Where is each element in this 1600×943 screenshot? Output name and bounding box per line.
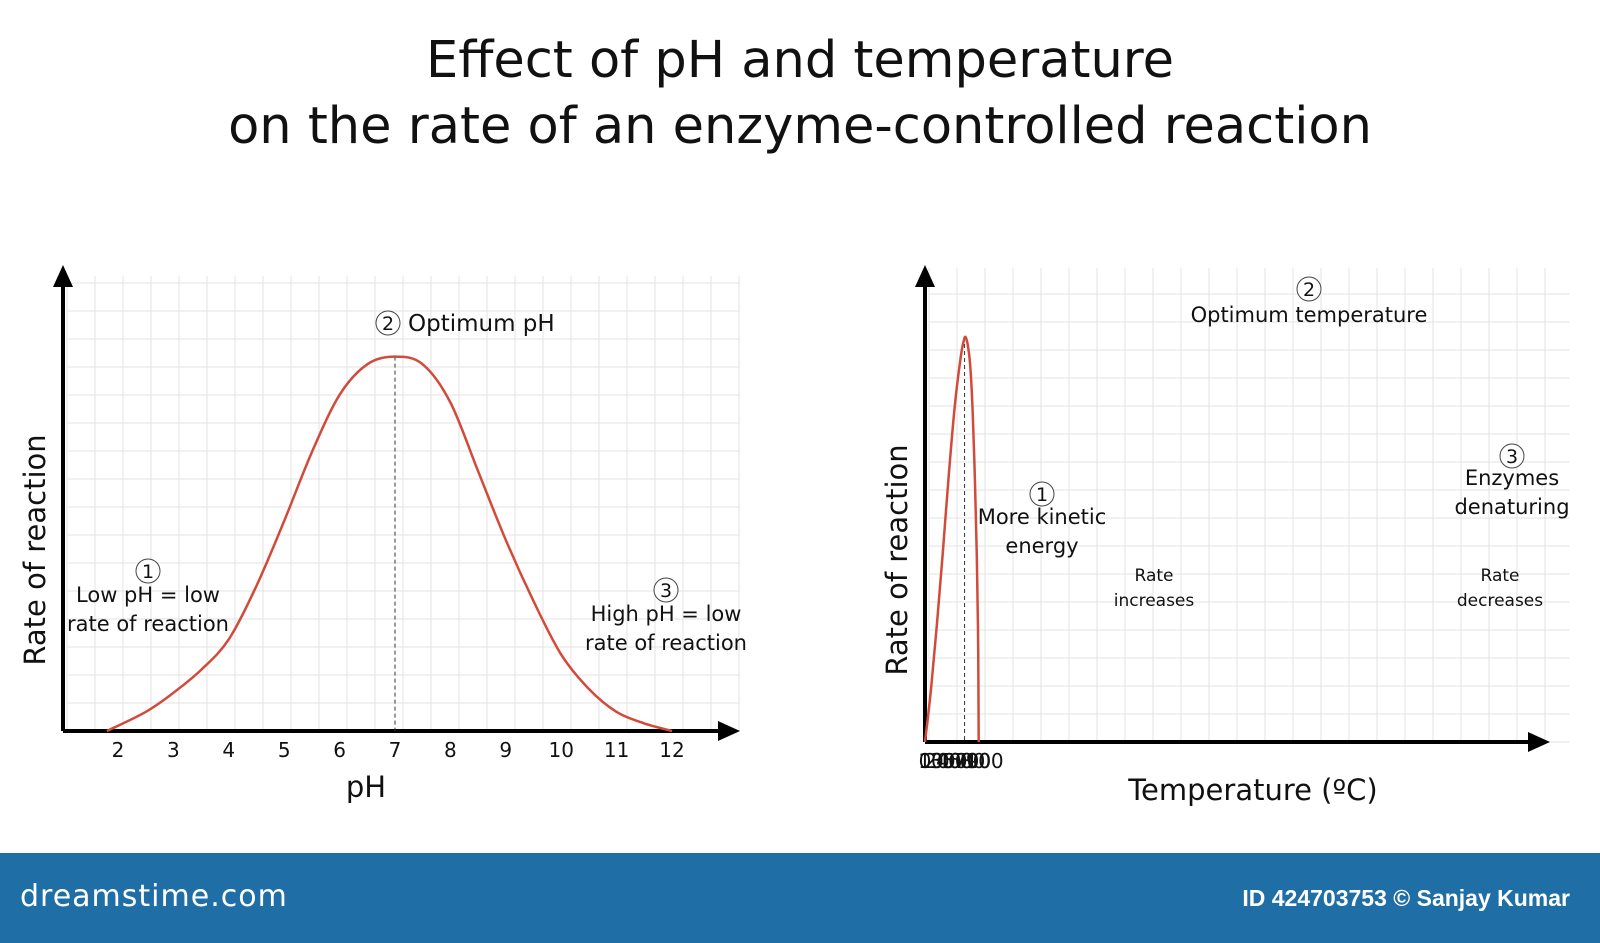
ph-tick-label: 7: [389, 738, 402, 762]
ph-tick-label: 10: [548, 738, 573, 762]
temp-annotation-number: 1: [1036, 484, 1048, 506]
temp-annotation-label: Optimum temperature: [1191, 303, 1428, 327]
ph-tick-label: 5: [278, 738, 291, 762]
temp-tick-label: 70: [954, 749, 979, 773]
footer-credit: ID 424703753 © Sanjay Kumar: [1242, 885, 1570, 911]
ph-annotation-label: Low pH = low: [76, 583, 220, 607]
temp-tick-label: 90: [966, 749, 991, 773]
footer-bar: dreamstime.com ID 424703753 © Sanjay Kum…: [0, 853, 1600, 943]
temp-annotation-sublabel: decreases: [1457, 591, 1543, 611]
temp-annotation-sublabel: Rate: [1481, 566, 1520, 586]
temp-annotation-label: More kinetic: [978, 505, 1107, 529]
ph-tick-label: 12: [659, 738, 684, 762]
title-line-2: on the rate of an enzyme-controlled reac…: [228, 97, 1372, 156]
temp-annotation-number: 2: [1303, 279, 1315, 301]
temp-annotation-label: denaturing: [1454, 495, 1569, 519]
temp-tick-label: 10: [918, 749, 943, 773]
temp-tick-label: 80: [960, 749, 985, 773]
footer-logo: dreamstime.com: [20, 879, 288, 914]
temp-annotation-sublabel: increases: [1114, 591, 1195, 611]
ph-tick-label: 11: [604, 738, 629, 762]
ph-y-axis-arrow: [53, 265, 73, 287]
ph-series-line: [106, 355, 673, 733]
ph-annotation-label: High pH = low: [591, 602, 742, 626]
ph-y-label: Rate of reaction: [18, 434, 52, 665]
temp-annotation-number: 3: [1506, 446, 1518, 468]
ph-annotation-number-circle: [653, 577, 679, 603]
ph-tick-label: 6: [333, 738, 346, 762]
ph-grid: [66, 276, 740, 732]
temp-annotation-sublabel: Rate: [1135, 566, 1174, 586]
ph-annotation-number: 3: [660, 580, 672, 602]
temp-tick-label: 0: [919, 749, 932, 773]
ph-x-label: pH: [346, 770, 386, 804]
page-title: Effect of pH and temperature on the rate…: [0, 28, 1600, 160]
temp-tick-label: 60: [948, 749, 973, 773]
temp-tick-label: 40: [936, 749, 961, 773]
temp-grid: [928, 268, 1570, 743]
ph-annotation-2: 2 Optimum pH: [375, 310, 555, 337]
ph-annotation-label: rate of reaction: [585, 631, 747, 655]
temp-tick-label: 30: [930, 749, 955, 773]
temp-tick-label: 20: [924, 749, 949, 773]
temp-tick-label: 100: [965, 749, 1003, 773]
ph-tick-label: 9: [499, 738, 512, 762]
temp-annotation-label: energy: [1005, 534, 1078, 558]
temp-annotation-number-circle: [1499, 443, 1525, 469]
ph-tick-label: 2: [112, 738, 125, 762]
ph-x-axis-arrow: [718, 721, 740, 741]
ph-tick-label: 3: [167, 738, 180, 762]
ph-tick-label: 4: [222, 738, 235, 762]
title-line-1: Effect of pH and temperature: [425, 31, 1175, 90]
ph-annotation-number: 2: [382, 313, 394, 335]
ph-tick-label: 8: [444, 738, 457, 762]
ph-annotation-number-circle: [135, 558, 161, 584]
temp-y-axis-arrow: [915, 265, 935, 287]
temp-series-line: [923, 335, 980, 743]
ph-annotation-number-circle: [375, 310, 401, 336]
temp-annotation-label: Enzymes: [1465, 466, 1559, 490]
temp-tick-label: 50: [942, 749, 967, 773]
ph-annotation-number: 1: [142, 561, 154, 583]
temp-x-axis-arrow: [1528, 732, 1550, 752]
ph-annotation-label: Optimum pH: [408, 311, 555, 337]
ph-annotation-label: rate of reaction: [67, 612, 229, 636]
temp-x-label: Temperature (ºC): [1127, 773, 1377, 807]
temp-annotation-number-circle: [1029, 481, 1055, 507]
temp-y-label: Rate of reaction: [880, 444, 914, 675]
temp-annotation-number-circle: [1296, 276, 1322, 302]
